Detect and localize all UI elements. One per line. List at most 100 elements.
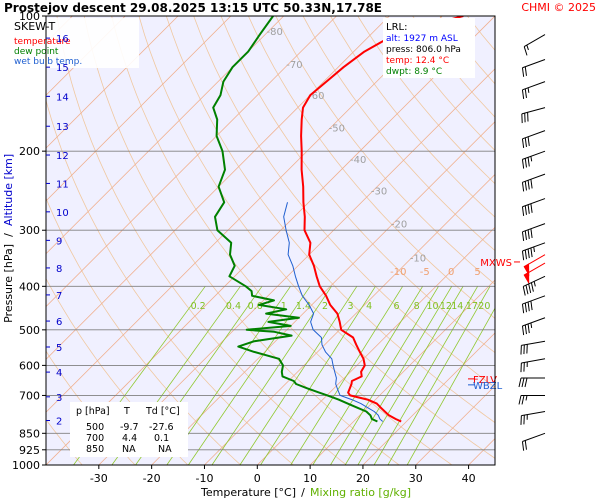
- wind-barb-feather: [530, 247, 533, 258]
- pressure-tick-label: 600: [19, 359, 40, 372]
- wind-barb-feather: [522, 286, 526, 296]
- wind-barb-feather: [530, 228, 533, 238]
- wind-barb-staff: [521, 410, 546, 417]
- mixing-ratio-line: [211, 286, 332, 465]
- table-cell: 4.4: [122, 433, 137, 444]
- wind-barb-feather: [524, 377, 528, 388]
- wind-barb-feather: [530, 203, 533, 213]
- table-cell: NA: [122, 444, 136, 455]
- isotherm-label-upper: -10: [410, 253, 426, 264]
- dry-adiabat-line: [522, 16, 600, 465]
- wind-barb-feather: [527, 323, 530, 334]
- wind-barb-half-feather: [530, 322, 533, 329]
- wind-barb: [521, 295, 546, 314]
- wind-barb-feather: [521, 89, 525, 100]
- altitude-tick-label: 7: [56, 291, 62, 302]
- wind-barb-staff: [523, 275, 546, 287]
- isotherm-label-upper: -50: [329, 123, 345, 134]
- mixing-ratio-label: 1.4: [296, 301, 311, 312]
- wind-barb-feather: [518, 395, 522, 405]
- wind-barb-staff: [522, 223, 546, 233]
- pressure-tick-label: 500: [19, 324, 40, 337]
- altitude-tick-label: 14: [56, 92, 69, 103]
- wind-barb: [521, 242, 546, 261]
- isotherm-label-upper: -40: [350, 155, 366, 166]
- altitude-tick-label: 16: [56, 34, 69, 45]
- dew-point-profile: [212, 16, 378, 423]
- wind-barb: [520, 340, 546, 355]
- wind-barbs: [518, 34, 546, 451]
- isotherm-label-upper: -80: [267, 27, 283, 38]
- mixing-ratio-line: [260, 286, 376, 465]
- altitude-tick-label: 3: [56, 393, 62, 404]
- wind-barb: [523, 34, 546, 56]
- wind-barb-half-feather: [525, 395, 528, 401]
- isotherm-line: [46, 16, 495, 465]
- dry-adiabat-line: [302, 16, 495, 252]
- isotherm-line: [151, 121, 495, 465]
- isotherm-label: 24: [572, 267, 585, 278]
- wind-barb-feather: [521, 182, 525, 192]
- wind-barb-staff: [522, 432, 546, 442]
- altitude-tick-label: 11: [56, 179, 69, 190]
- wind-barb-feather: [527, 180, 530, 190]
- isotherm-line: [0, 16, 20, 465]
- pressure-tick-label: 100: [19, 10, 40, 23]
- pressure-tick-label: 300: [19, 224, 40, 237]
- lrl-title: LRL:: [386, 22, 407, 33]
- wind-barb-feather: [524, 205, 527, 215]
- pressure-tick-label: 400: [19, 280, 40, 293]
- pressure-tick-label: 700: [19, 389, 40, 402]
- wind-barb-staff: [521, 107, 546, 115]
- mixing-ratio-line: [387, 286, 491, 465]
- table-cell: -9.7: [120, 422, 139, 433]
- dry-adiabat-line: [494, 16, 495, 17]
- wind-barb-feather: [527, 157, 530, 167]
- chart-title: Prostejov descent 29.08.2025 13:15 UTC 5…: [4, 1, 382, 15]
- x-axis-label-mixing-ratio: Mixing ratio [g/kg]: [310, 486, 411, 499]
- wind-barb-feather: [527, 301, 530, 312]
- isotherm-label: 22: [561, 267, 574, 278]
- wind-barb-feather: [521, 138, 525, 149]
- wind-barb-feather: [524, 66, 527, 76]
- mixing-ratio-line: [290, 286, 404, 465]
- isotherm-line: [415, 385, 495, 465]
- wind-barb-half-feather: [533, 246, 535, 253]
- wind-barb-feather: [524, 181, 527, 191]
- wind-barb: [521, 150, 546, 169]
- wind-barb: [521, 107, 546, 124]
- wind-barb-staff: [521, 340, 546, 346]
- isotherm-label: -10: [390, 267, 406, 278]
- wind-barb-feather: [527, 136, 530, 146]
- wet-bulb-profile: [283, 202, 384, 422]
- wind-barb-feather: [521, 441, 525, 451]
- wind-barb-feather: [524, 230, 527, 241]
- isotherm-label: 28: [593, 267, 600, 278]
- legend-title: SKEW-T: [14, 20, 56, 33]
- temperature-tick-label: -20: [143, 472, 161, 485]
- altitude-tick-label: 13: [56, 122, 69, 133]
- wind-barb: [520, 410, 546, 425]
- wind-barb-staff: [521, 358, 546, 364]
- wind-barb: [521, 223, 546, 242]
- dry-adiabat-line: [220, 16, 495, 354]
- wind-barb-feather: [527, 204, 530, 214]
- temperature-tick-label: 0: [254, 472, 261, 485]
- isotherm-line: [309, 279, 495, 465]
- isotherm-label-upper: -70: [286, 60, 302, 71]
- wind-barb-staff: [522, 317, 546, 327]
- isotherm-label: -5: [420, 267, 430, 278]
- altitude-tick-label: 6: [56, 317, 62, 328]
- isotherm-line: [257, 226, 495, 465]
- wind-barb-feather: [527, 229, 530, 239]
- temperature-tick-label: -10: [195, 472, 213, 485]
- y-axis-label-separator: /: [2, 233, 15, 237]
- altitude-tick-label: 10: [56, 208, 69, 219]
- wind-barb: [521, 173, 546, 192]
- diagram-grid: [0, 16, 600, 465]
- table-cell: 700: [86, 433, 104, 444]
- altitude-tick-label: 5: [56, 343, 62, 354]
- table-header-td: Td [°C]: [145, 406, 180, 417]
- wind-barb-feather: [521, 325, 525, 336]
